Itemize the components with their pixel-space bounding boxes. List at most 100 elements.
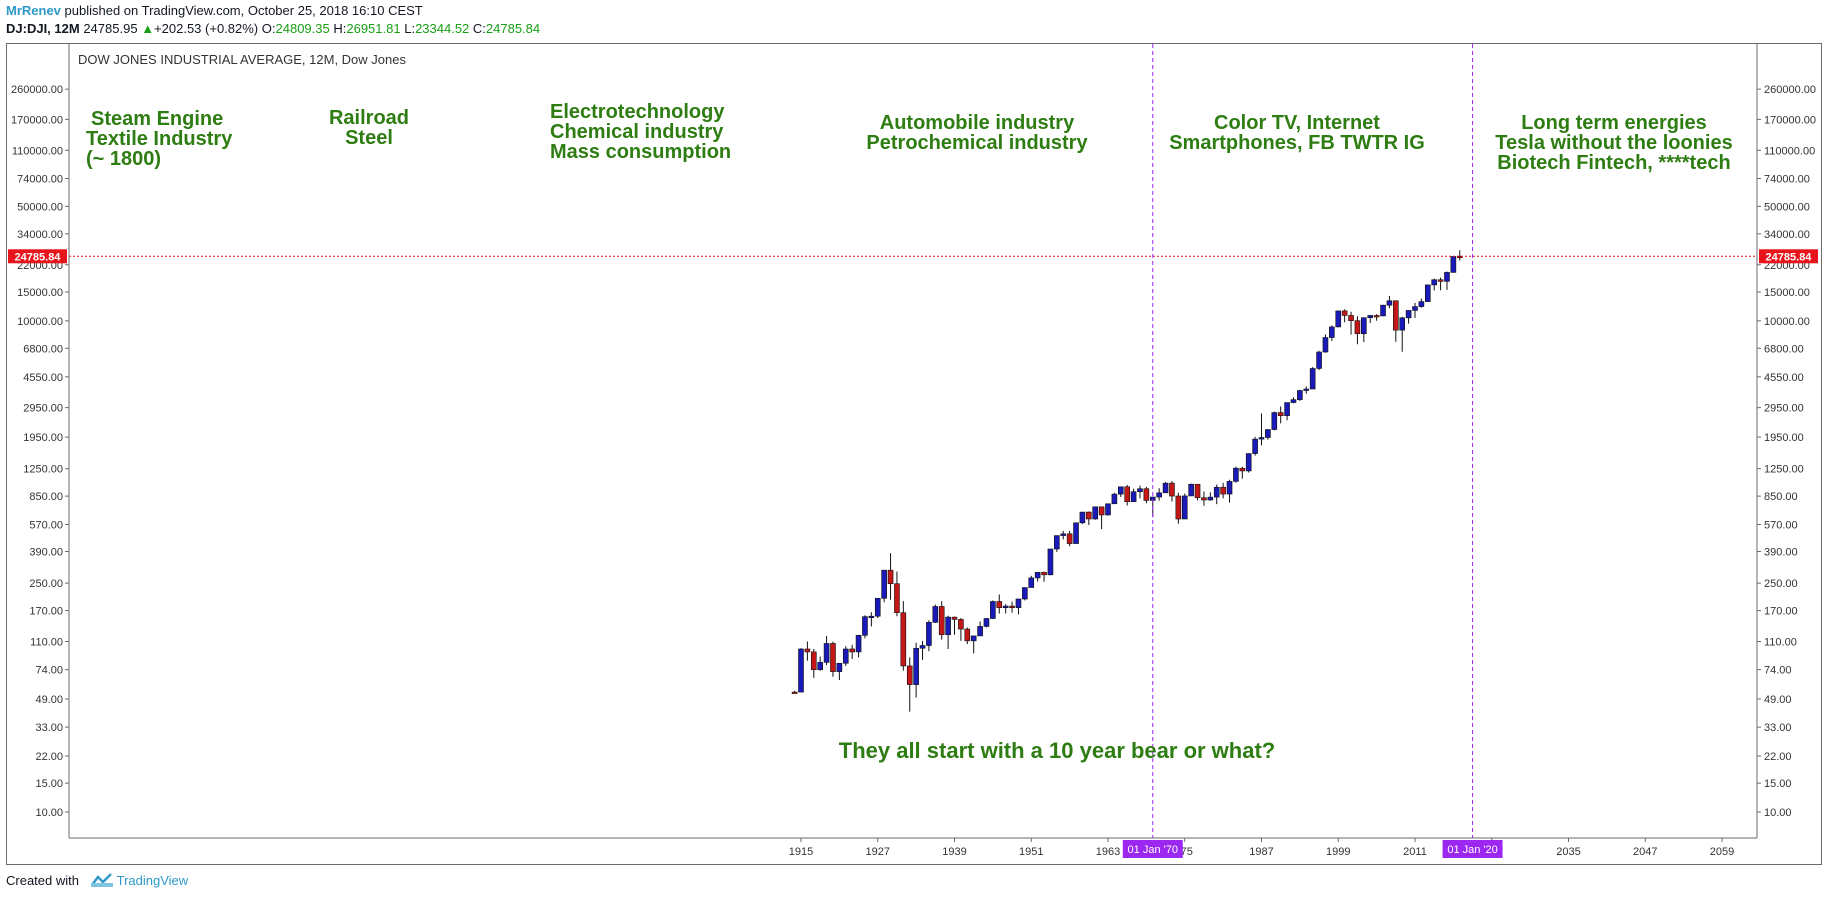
last-price-tag-right bbox=[1759, 249, 1818, 264]
y-tick-label-right: 110000.00 bbox=[1764, 145, 1815, 157]
era-annotation-line: (~ 1800) bbox=[86, 148, 161, 170]
high-value: 26951.81 bbox=[346, 21, 401, 36]
era-annotation-line: Electrotechnology bbox=[550, 101, 725, 123]
x-tick-label: 1915 bbox=[789, 846, 813, 858]
candle-body bbox=[1086, 511, 1092, 520]
candle-body bbox=[1117, 486, 1124, 495]
candle-body bbox=[970, 635, 977, 642]
x-tick-label: 2059 bbox=[1710, 846, 1734, 858]
y-tick-label-right: 1950.00 bbox=[1764, 432, 1804, 444]
era-annotation-line: Steel bbox=[345, 127, 393, 149]
y-tick-label-left: 570.00 bbox=[29, 520, 63, 532]
candle-body bbox=[1271, 412, 1278, 430]
candle-body bbox=[1431, 279, 1437, 286]
y-tick-label-left: 33.00 bbox=[35, 722, 63, 734]
candle-body bbox=[1201, 497, 1207, 501]
candle-body bbox=[906, 665, 913, 685]
candle-body bbox=[1456, 255, 1463, 259]
candle-body bbox=[1239, 467, 1246, 472]
y-tick-label-left: 22.00 bbox=[35, 751, 63, 763]
overlays-group: 24785.84 24785.84 01 Jan '70 01 Jan '20 Stea… bbox=[8, 44, 1818, 858]
y-tick-label-right: 6800.00 bbox=[1764, 343, 1804, 355]
candle-body bbox=[1258, 437, 1265, 440]
candle-body bbox=[830, 643, 836, 672]
candle-body bbox=[881, 569, 887, 599]
candles-group bbox=[791, 250, 1463, 712]
vertical-marker-tag bbox=[1122, 840, 1183, 858]
era-annotation-line: Railroad bbox=[329, 107, 409, 129]
candle-body bbox=[1354, 320, 1361, 335]
era-annotation-line: Long term energies bbox=[1521, 112, 1707, 134]
tradingview-logo-icon[interactable] bbox=[90, 873, 113, 890]
up-triangle-icon: ▲ bbox=[141, 21, 155, 36]
candle-body bbox=[1092, 506, 1099, 520]
footer: Created with TradingView bbox=[6, 873, 188, 890]
y-tick-label-left: 1250.00 bbox=[23, 464, 63, 476]
tradingview-link[interactable]: TradingView bbox=[116, 873, 189, 888]
era-annotation: Electrotechnology Chemical industry Mass c… bbox=[550, 101, 731, 163]
y-tick-label-left: 74.00 bbox=[35, 665, 63, 677]
y-tick-label-right: 250.00 bbox=[1764, 578, 1798, 590]
time-axis[interactable]: 1915 1927 1939 1951 1963 1987 1999 2011 2035 2047… bbox=[789, 838, 1734, 858]
candle-body bbox=[1009, 605, 1015, 608]
era-annotation-line: Mass consumption bbox=[550, 141, 731, 163]
candle-body bbox=[1322, 337, 1329, 353]
candle-body bbox=[990, 601, 996, 619]
y-tick-label-right: 4550.00 bbox=[1764, 372, 1804, 384]
candle-body bbox=[1188, 483, 1194, 497]
candle-body bbox=[1060, 533, 1067, 536]
last-price-tag-right-text: 24785.84 bbox=[1766, 251, 1813, 263]
candle-body bbox=[1175, 495, 1182, 520]
candle-body bbox=[1130, 491, 1137, 502]
candle-body bbox=[983, 618, 990, 627]
chart-frame bbox=[6, 43, 1822, 865]
candle-body bbox=[894, 583, 900, 613]
y-tick-label-right: 10000.00 bbox=[1764, 316, 1810, 328]
author-name[interactable]: MrRenev bbox=[6, 3, 61, 18]
candle-body bbox=[1373, 315, 1380, 318]
y-tick-label-left: 74000.00 bbox=[17, 174, 63, 186]
candle-body bbox=[1079, 511, 1086, 524]
candle-body bbox=[945, 616, 951, 636]
candle-body bbox=[1143, 488, 1150, 501]
price-axis-right[interactable]: 10.00 15.00 22.00 33.00 49.00 74.00 110.00 170.… bbox=[1757, 84, 1816, 819]
y-tick-label-left: 250.00 bbox=[29, 578, 63, 590]
y-tick-label-right: 170000.00 bbox=[1764, 114, 1816, 126]
price-change: +202.53 (+0.82%) bbox=[154, 21, 259, 36]
vertical-marker-label: 01 Jan '70 bbox=[1128, 844, 1178, 856]
y-tick-label-left: 50000.00 bbox=[17, 201, 63, 213]
y-tick-label-right: 10.00 bbox=[1764, 807, 1792, 819]
candle-body bbox=[810, 651, 817, 670]
x-tick-label: 2035 bbox=[1556, 846, 1580, 858]
candle-body bbox=[1156, 492, 1162, 498]
y-tick-label-right: 15.00 bbox=[1764, 778, 1792, 790]
x-tick-label: 1987 bbox=[1249, 846, 1273, 858]
y-tick-label-right: 15000.00 bbox=[1764, 287, 1810, 299]
candle-body bbox=[1226, 481, 1233, 495]
era-annotation: Automobile industry Petrochemical industr… bbox=[866, 112, 1088, 154]
y-tick-label-left: 260000.00 bbox=[11, 84, 63, 96]
y-tick-label-right: 74000.00 bbox=[1764, 174, 1810, 186]
y-tick-label-left: 15000.00 bbox=[17, 287, 63, 299]
candle-body bbox=[804, 648, 811, 653]
close-value: 24785.84 bbox=[485, 21, 541, 36]
candle-body bbox=[1437, 279, 1444, 282]
candle-body bbox=[817, 662, 823, 670]
y-tick-label-left: 49.00 bbox=[35, 694, 63, 706]
y-tick-label-left: 110000.00 bbox=[12, 145, 63, 157]
candle-body bbox=[1450, 256, 1457, 273]
candle-body bbox=[1399, 317, 1406, 331]
y-tick-label-left: 170000.00 bbox=[11, 114, 63, 126]
vertical-marker-tag bbox=[1442, 840, 1503, 858]
bottom-annotation: They all start with a 10 year bear or wh… bbox=[839, 738, 1276, 763]
price-axis-left[interactable]: 10.00 15.00 22.00 33.00 49.00 74.00 110.00 170.… bbox=[11, 84, 69, 819]
y-tick-label-right: 110.00 bbox=[1764, 636, 1797, 648]
chart-pane[interactable] bbox=[68, 44, 1758, 839]
candle-body bbox=[1169, 482, 1175, 497]
candle-body bbox=[964, 628, 971, 642]
y-tick-label-right: 34000.00 bbox=[1764, 229, 1810, 241]
low-label: L: bbox=[404, 21, 416, 36]
y-tick-label-right: 260000.00 bbox=[1764, 84, 1816, 96]
y-tick-label-left: 15.00 bbox=[35, 778, 63, 790]
